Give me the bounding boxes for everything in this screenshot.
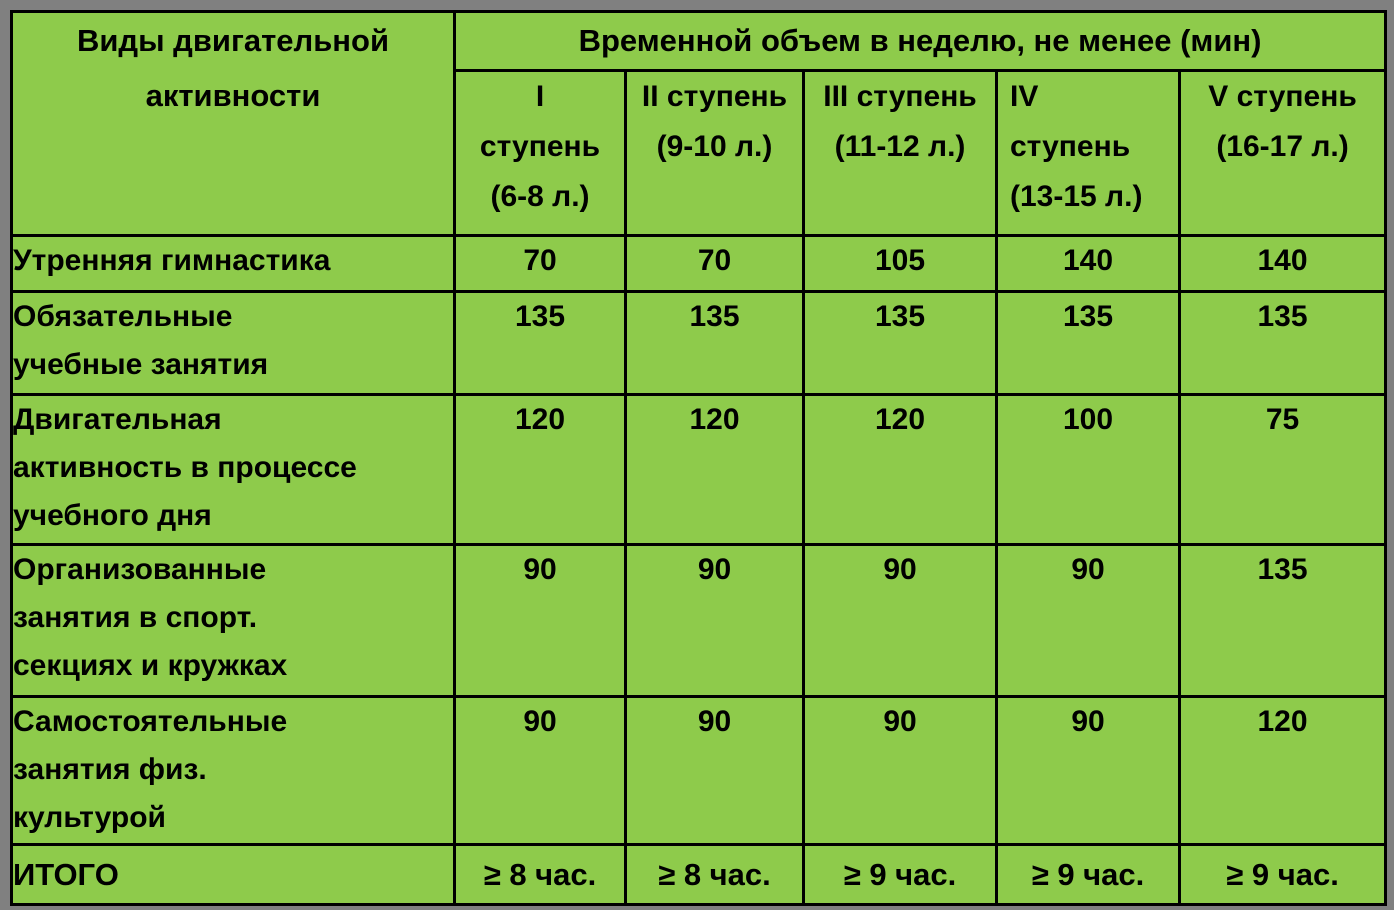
value-cell: 135 (1177, 290, 1388, 396)
total-cell: ≥ 8 час. (453, 843, 627, 906)
table-row-independent-exercise: Самостоятельные занятия физ. культурой 9… (10, 695, 1388, 846)
stage-header-5: V ступень (16-17 л.) (1177, 68, 1388, 238)
table-row-morning-gymnastics: Утренняя гимнастика 70 70 105 140 140 (10, 234, 1388, 293)
value-cell: 135 (1177, 543, 1388, 698)
value-cell: 90 (802, 543, 998, 698)
value-cell: 120 (453, 393, 627, 546)
table-row-activity-during-school-day: Двигательная активность в процессе учебн… (10, 393, 1388, 546)
value-cell: 90 (453, 543, 627, 698)
value-cell: 90 (995, 695, 1181, 846)
value-cell: 100 (995, 393, 1181, 546)
value-cell: 120 (802, 393, 998, 546)
stage-header-1: I ступень (6-8 л.) (453, 68, 627, 238)
total-cell: ≥ 8 час. (624, 843, 805, 906)
stage-header-3: III ступень (11-12 л.) (802, 68, 998, 238)
total-cell: ≥ 9 час. (995, 843, 1181, 906)
total-cell: ≥ 9 час. (802, 843, 998, 906)
physical-activity-table: Виды двигательной активности Временной о… (10, 10, 1388, 906)
table-row-mandatory-lessons: Обязательные учебные занятия 135 135 135… (10, 290, 1388, 396)
table-row-organized-sport-sections: Организованные занятия в спорт. секциях … (10, 543, 1388, 698)
table-row-total: ИТОГО ≥ 8 час. ≥ 8 час. ≥ 9 час. ≥ 9 час… (10, 843, 1388, 906)
header-row-stages: I ступень (6-8 л.) II ступень (9-10 л.) … (12, 68, 1388, 238)
value-cell: 135 (453, 290, 627, 396)
value-cell: 140 (995, 234, 1181, 293)
value-cell: 70 (624, 234, 805, 293)
value-cell: 90 (624, 695, 805, 846)
activity-table-frame: Виды двигательной активности Временной о… (10, 10, 1388, 906)
total-cell: ≥ 9 час. (1177, 843, 1388, 906)
row-label: Двигательная активность в процессе учебн… (10, 393, 456, 546)
row-label: Организованные занятия в спорт. секциях … (10, 543, 456, 698)
corner-header-activity-types: Виды двигательной активности (10, 10, 456, 237)
value-cell: 120 (1177, 695, 1388, 846)
value-cell: 70 (453, 234, 627, 293)
value-cell: 105 (802, 234, 998, 293)
value-cell: 135 (995, 290, 1181, 396)
group-header-weekly-volume: Временной объем в неделю, не менее (мин) (452, 10, 1388, 72)
value-cell: 140 (1177, 234, 1388, 293)
value-cell: 120 (624, 393, 805, 546)
row-label: Утренняя гимнастика (10, 234, 456, 293)
value-cell: 90 (802, 695, 998, 846)
value-cell: 75 (1177, 393, 1388, 546)
value-cell: 90 (995, 543, 1181, 698)
header-row-group: Виды двигательной активности Временной о… (10, 10, 1388, 237)
row-label: Обязательные учебные занятия (10, 290, 456, 396)
value-cell: 135 (802, 290, 998, 396)
total-row-label: ИТОГО (10, 843, 456, 906)
stage-header-2: II ступень (9-10 л.) (624, 68, 805, 238)
value-cell: 135 (624, 290, 805, 396)
row-label: Самостоятельные занятия физ. культурой (10, 695, 456, 846)
value-cell: 90 (624, 543, 805, 698)
value-cell: 90 (453, 695, 627, 846)
stage-header-4: IV ступень (13-15 л.) (995, 68, 1181, 238)
